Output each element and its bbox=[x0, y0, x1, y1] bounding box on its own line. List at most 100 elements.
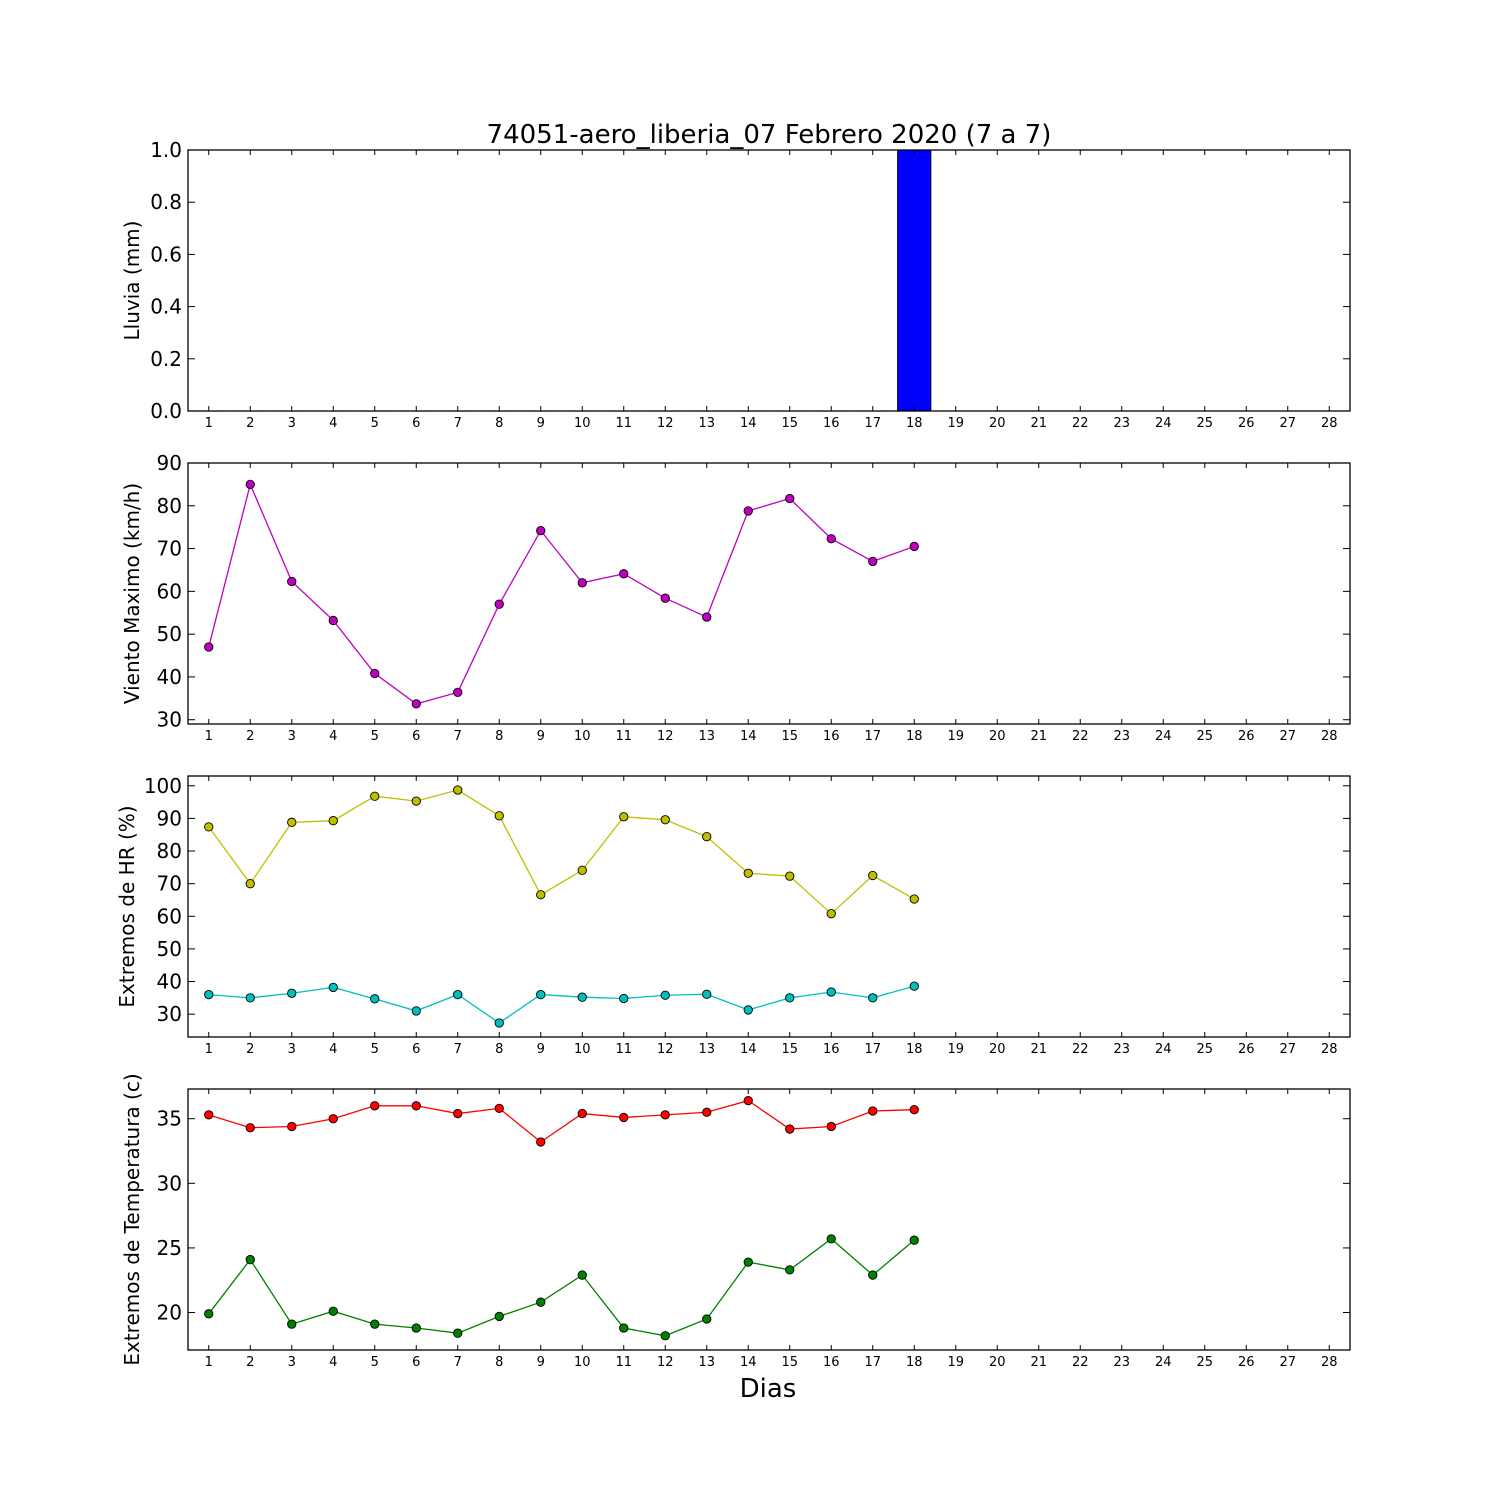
x-tick-label: 9 bbox=[537, 416, 545, 431]
series-2-point-day-7 bbox=[453, 989, 463, 1000]
x-tick-label: 16 bbox=[823, 1042, 840, 1057]
x-tick-label: 11 bbox=[615, 1355, 632, 1370]
series-1-point-day-9 bbox=[536, 890, 546, 900]
series-1-point-day-16 bbox=[826, 909, 836, 919]
x-tick-label: 28 bbox=[1321, 729, 1338, 744]
series-2-point-day-5 bbox=[370, 994, 380, 1004]
x-tick-label: 10 bbox=[574, 1042, 591, 1057]
y-tick-label: 50 bbox=[157, 937, 182, 961]
series-1-point-day-14 bbox=[743, 506, 753, 516]
x-tick-label: 20 bbox=[989, 1355, 1006, 1370]
x-tick-label: 5 bbox=[371, 1355, 379, 1370]
x-tick-label: 25 bbox=[1196, 729, 1213, 744]
axes-frame bbox=[187, 1088, 1351, 1351]
x-tick-label: 6 bbox=[412, 1042, 420, 1057]
x-tick-label: 21 bbox=[1030, 416, 1047, 431]
x-tick-label: 26 bbox=[1238, 729, 1255, 744]
series-line-1 bbox=[208, 789, 915, 915]
x-tick-label: 11 bbox=[615, 416, 632, 431]
series-1-point-day-5 bbox=[370, 668, 380, 679]
series-1-point-day-9 bbox=[536, 1137, 546, 1147]
series-1-point-day-12 bbox=[660, 1110, 670, 1120]
x-tick-label: 12 bbox=[657, 1042, 674, 1057]
series-1-point-day-15 bbox=[785, 1124, 795, 1134]
x-tick-label: 2 bbox=[246, 1355, 254, 1370]
x-tick-label: 4 bbox=[329, 1042, 337, 1057]
y-tick-label: 70 bbox=[157, 872, 182, 896]
x-tick-label: 28 bbox=[1321, 1042, 1338, 1057]
x-tick-label: 1 bbox=[205, 1355, 213, 1370]
x-tick-label: 17 bbox=[864, 416, 881, 431]
x-tick-label: 24 bbox=[1155, 416, 1172, 431]
series-1-point-day-16 bbox=[826, 534, 836, 544]
series-2-point-day-14 bbox=[743, 1005, 753, 1015]
series-1-point-day-14 bbox=[743, 868, 753, 878]
x-tick-label: 15 bbox=[781, 729, 798, 744]
y-tick-label: 80 bbox=[157, 839, 182, 863]
x-tick-label: 15 bbox=[781, 416, 798, 431]
x-tick-label: 24 bbox=[1155, 1355, 1172, 1370]
series-2-point-day-1 bbox=[204, 1309, 214, 1319]
series-1-point-day-5 bbox=[370, 1101, 380, 1111]
x-tick-label: 17 bbox=[864, 1355, 881, 1370]
series-line-2 bbox=[208, 1238, 915, 1337]
series-2-point-day-8 bbox=[494, 1311, 504, 1322]
x-tick-label: 2 bbox=[246, 416, 254, 431]
series-1-point-day-12 bbox=[660, 815, 670, 825]
y-tick-label: 90 bbox=[157, 806, 182, 830]
y-tick-label: 30 bbox=[157, 708, 182, 732]
x-tick-label: 4 bbox=[329, 416, 337, 431]
series-line-2 bbox=[208, 985, 915, 1024]
x-tick-label: 12 bbox=[657, 1355, 674, 1370]
x-tick-label: 14 bbox=[740, 729, 757, 744]
series-1-point-day-6 bbox=[411, 699, 421, 709]
x-tick-label: 14 bbox=[740, 1042, 757, 1057]
x-tick-label: 20 bbox=[989, 416, 1006, 431]
series-2-point-day-18 bbox=[909, 981, 919, 991]
series-1-point-day-15 bbox=[785, 871, 795, 881]
y-tick-label: 0.6 bbox=[150, 242, 182, 266]
series-2-point-day-2 bbox=[245, 1254, 255, 1265]
x-tick-label: 3 bbox=[288, 1355, 296, 1370]
series-2-point-day-4 bbox=[328, 982, 338, 993]
series-1-point-day-2 bbox=[245, 479, 255, 490]
x-tick-label: 3 bbox=[288, 1042, 296, 1057]
bar-day-18 bbox=[897, 149, 932, 412]
x-tick-label: 6 bbox=[412, 1355, 420, 1370]
x-tick-label: 13 bbox=[698, 1042, 715, 1057]
x-tick-label: 19 bbox=[947, 416, 964, 431]
y-tick-label: 25 bbox=[157, 1236, 182, 1260]
series-2-point-day-8 bbox=[494, 1018, 504, 1028]
series-1-point-day-18 bbox=[909, 541, 919, 552]
x-tick-label: 20 bbox=[989, 729, 1006, 744]
series-2-point-day-15 bbox=[785, 993, 795, 1003]
series-line-1 bbox=[208, 482, 915, 705]
chart-title: 74051-aero_liberia_07 Febrero 2020 (7 a … bbox=[487, 120, 1052, 150]
x-tick-label: 27 bbox=[1279, 729, 1296, 744]
series-1-point-day-10 bbox=[577, 578, 587, 588]
x-tick-label: 15 bbox=[781, 1355, 798, 1370]
series-1-point-day-11 bbox=[619, 1112, 629, 1123]
series-1-point-day-3 bbox=[287, 817, 297, 827]
y-tick-label: 1.0 bbox=[150, 138, 182, 162]
series-1-point-day-17 bbox=[868, 556, 878, 567]
series-1-point-day-6 bbox=[411, 796, 421, 806]
series-1-point-day-4 bbox=[328, 816, 338, 826]
series-1-point-day-11 bbox=[619, 569, 629, 579]
x-tick-label: 27 bbox=[1279, 1042, 1296, 1057]
series-1-point-day-18 bbox=[909, 1105, 919, 1115]
x-tick-label: 25 bbox=[1196, 1042, 1213, 1057]
y-tick-label: 60 bbox=[157, 579, 182, 603]
x-tick-label: 4 bbox=[329, 1355, 337, 1370]
x-tick-label: 11 bbox=[615, 729, 632, 744]
x-tick-label: 14 bbox=[740, 1355, 757, 1370]
series-1-point-day-7 bbox=[453, 1108, 463, 1119]
series-2-point-day-13 bbox=[702, 989, 712, 999]
x-tick-label: 8 bbox=[495, 1355, 503, 1370]
x-tick-label: 12 bbox=[657, 729, 674, 744]
y-tick-label: 0.0 bbox=[150, 399, 182, 423]
series-2-point-day-15 bbox=[785, 1265, 795, 1275]
y-tick-label: 20 bbox=[157, 1301, 182, 1325]
x-tick-label: 13 bbox=[698, 416, 715, 431]
series-2-point-day-10 bbox=[577, 992, 587, 1002]
